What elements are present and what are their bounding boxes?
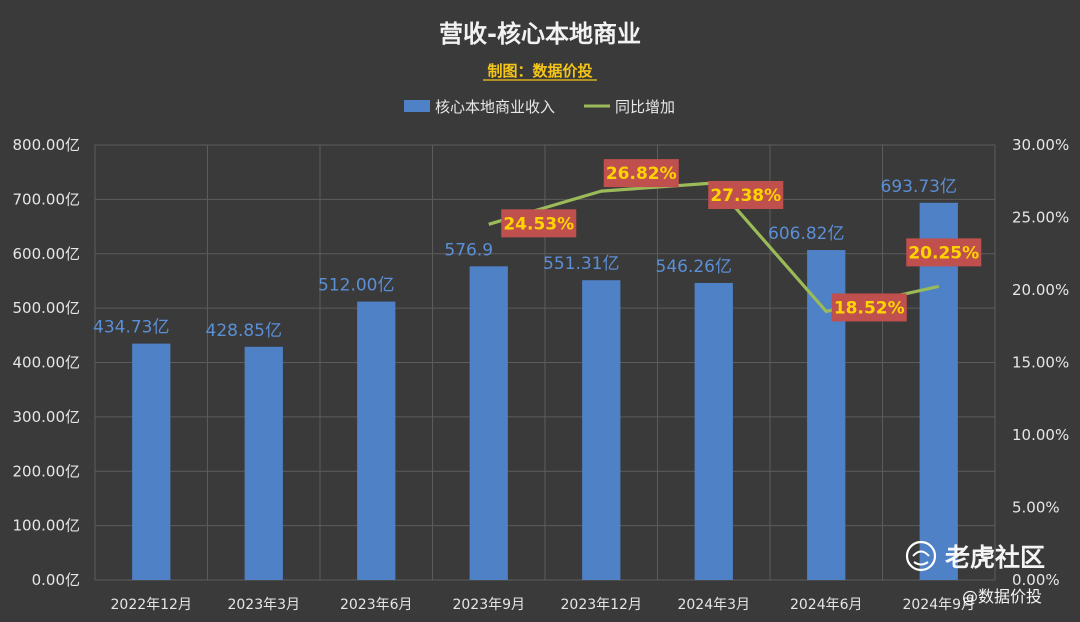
legend: 核心本地商业收入 同比增加 bbox=[404, 98, 675, 116]
bar-data-label: 693.73亿 bbox=[881, 177, 957, 197]
x-tick-label: 2024年9月 bbox=[902, 597, 975, 613]
x-tick-label: 2022年12月 bbox=[111, 597, 192, 613]
y-left-tick-label: 800.00亿 bbox=[13, 136, 81, 154]
x-tick-label: 2024年6月 bbox=[790, 597, 863, 613]
x-axis: 2022年12月 2023年3月 2023年6月 2023年9月 2023年12月 202… bbox=[111, 597, 976, 613]
bar bbox=[357, 301, 396, 580]
x-tick-label: 2024年3月 bbox=[677, 597, 750, 613]
bar-data-labels: 434.73亿 428.85亿 512.00亿 576.9 551.31亿 546.26亿… bbox=[93, 177, 957, 341]
watermark-handle: @数据价投 bbox=[962, 587, 1042, 606]
bar bbox=[244, 346, 283, 580]
y-left-tick-label: 700.00亿 bbox=[13, 190, 81, 208]
y-right-tick-label: 0.00% bbox=[1012, 571, 1060, 589]
bar bbox=[132, 343, 171, 580]
x-tick-label: 2023年9月 bbox=[452, 597, 525, 613]
y-right-tick-label: 5.00% bbox=[1012, 499, 1060, 517]
y-right-tick-label: 10.00% bbox=[1012, 426, 1069, 444]
line-data-label: 26.82% bbox=[606, 164, 677, 184]
line-label-box bbox=[906, 238, 982, 267]
y-left-tick-label: 200.00亿 bbox=[13, 462, 81, 480]
y-right-tick-label: 25.00% bbox=[1012, 209, 1069, 227]
y-axis-left: 0.00亿 100.00亿 200.00亿 300.00亿 400.00亿 500.00亿… bbox=[13, 136, 81, 589]
legend-bar-swatch bbox=[404, 100, 430, 112]
x-tick-label: 2023年3月 bbox=[227, 597, 300, 613]
bar-data-label: 606.82亿 bbox=[768, 224, 844, 244]
legend-bar-label: 核心本地商业收入 bbox=[435, 98, 555, 116]
legend-line-label: 同比增加 bbox=[615, 98, 675, 116]
bar-data-label: 428.85亿 bbox=[206, 321, 282, 341]
bar bbox=[582, 280, 621, 580]
bar-data-label: 551.31亿 bbox=[543, 254, 619, 274]
y-left-tick-label: 600.00亿 bbox=[13, 245, 81, 263]
line-label-box bbox=[831, 293, 907, 322]
y-right-tick-label: 30.00% bbox=[1012, 136, 1069, 154]
line-label-box bbox=[603, 159, 679, 188]
y-left-tick-label: 0.00亿 bbox=[32, 571, 80, 589]
line-data-label: 18.52% bbox=[834, 298, 905, 318]
bar-data-label: 512.00亿 bbox=[318, 276, 394, 296]
bar-data-label: 434.73亿 bbox=[93, 318, 169, 338]
tiger-logo-icon bbox=[905, 540, 937, 572]
x-tick-label: 2023年6月 bbox=[340, 597, 413, 613]
y-axis-right: 0.00% 5.00% 10.00% 15.00% 20.00% 25.00% 30.00% bbox=[1012, 136, 1069, 589]
y-left-tick-label: 500.00亿 bbox=[13, 299, 81, 317]
watermark: 老虎社区 @数据价投 bbox=[905, 540, 1045, 606]
bar-data-label: 576.9 bbox=[444, 240, 493, 260]
line-data-label: 24.53% bbox=[503, 214, 574, 234]
line-data-labels: 24.53% 26.82% 27.38% 18.52% 20.25% bbox=[501, 159, 982, 322]
line-data-label: 20.25% bbox=[908, 243, 979, 263]
line-label-box bbox=[708, 180, 784, 209]
y-left-tick-label: 400.00亿 bbox=[13, 354, 81, 372]
y-left-tick-label: 100.00亿 bbox=[13, 517, 81, 535]
bar bbox=[469, 266, 508, 580]
y-right-tick-label: 15.00% bbox=[1012, 354, 1069, 372]
chart-title: 营收-核心本地商业 bbox=[439, 20, 641, 48]
chart-subtitle: 制图：数据价投 bbox=[487, 62, 592, 80]
bar-data-label: 546.26亿 bbox=[656, 257, 732, 277]
bar bbox=[694, 282, 733, 580]
y-left-tick-label: 300.00亿 bbox=[13, 408, 81, 426]
watermark-text: 老虎社区 bbox=[945, 543, 1045, 572]
line-label-box bbox=[501, 209, 577, 238]
line-data-label: 27.38% bbox=[710, 186, 781, 206]
x-tick-label: 2023年12月 bbox=[561, 597, 642, 613]
y-right-tick-label: 20.00% bbox=[1012, 281, 1069, 299]
